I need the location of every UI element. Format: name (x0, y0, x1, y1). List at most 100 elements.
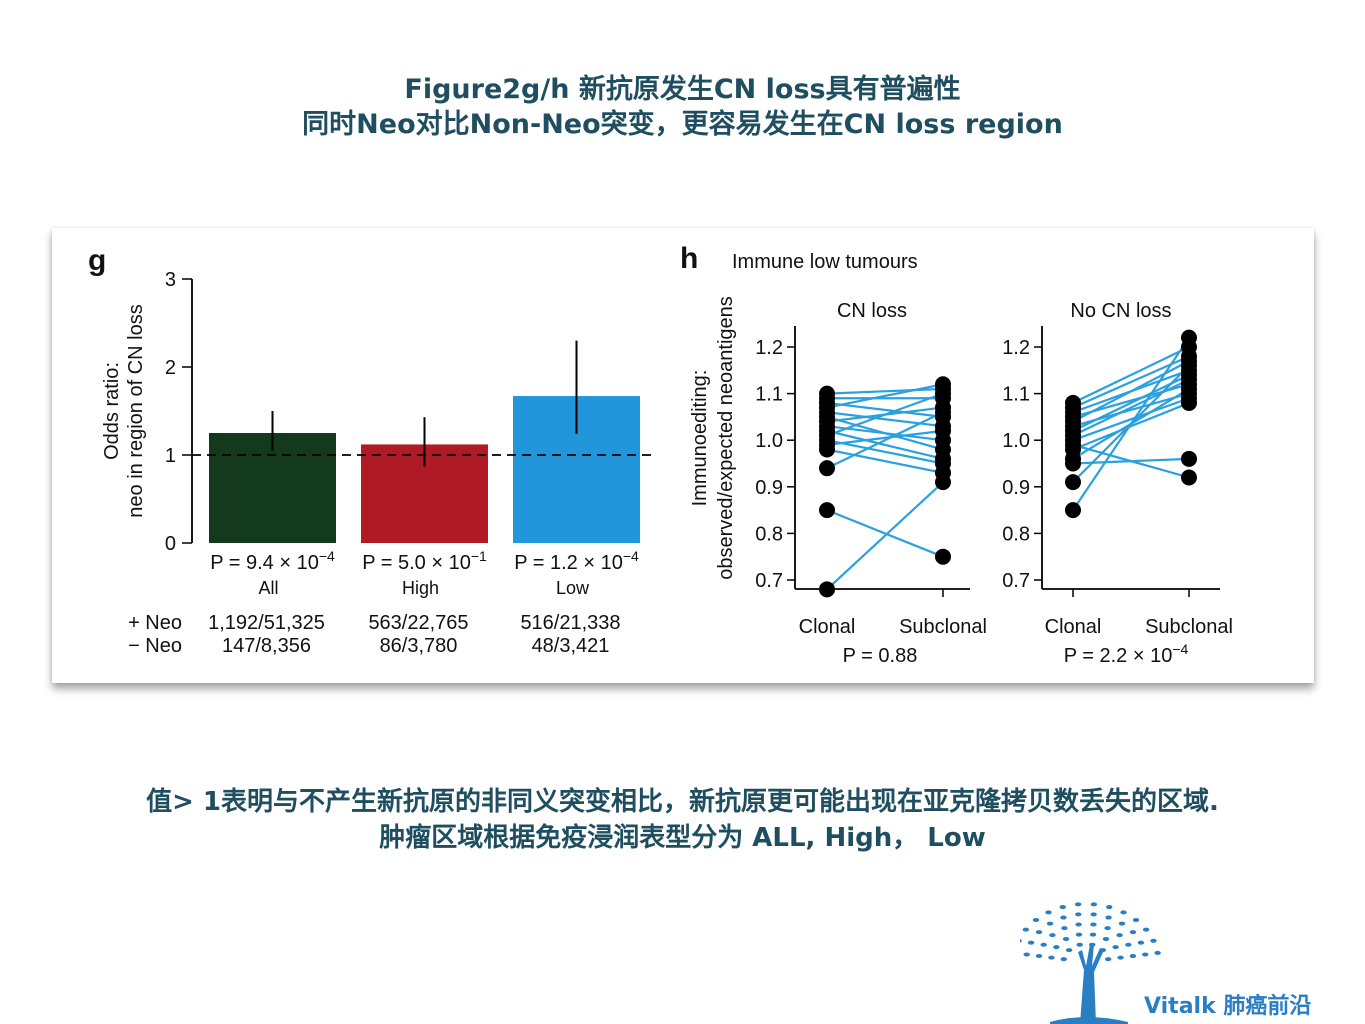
logo-leaf (1129, 954, 1137, 959)
h-pair-line (1072, 397, 1190, 442)
logo-leaf (1061, 926, 1068, 931)
g-plus-neo-count: 1,192/51,325 (208, 612, 325, 634)
g-minus-neo-count: 86/3,780 (380, 635, 458, 657)
h-point-clonal (1065, 502, 1081, 519)
g-pvalue-base: P = 9.4 × 10 (210, 552, 319, 574)
h-subplot-title: No CN loss (1070, 300, 1171, 322)
h-pair-line (1072, 360, 1190, 423)
logo-leaf (1137, 940, 1145, 945)
figure-panel: g 0 1 2 3 Odds ratio: neo in region of CN loss… (52, 228, 1314, 683)
h-pvalue: P = 0.88 (843, 645, 918, 667)
logo-leaf (1089, 942, 1096, 947)
figure-svg: g 0 1 2 3 Odds ratio: neo in region of CN loss… (88, 242, 1233, 667)
h-point-subclonal (1181, 329, 1197, 346)
h-point-subclonal (1181, 394, 1197, 411)
g-row-label-minus: − Neo (128, 635, 182, 657)
g-pvalue: P = 1.2 × 10−4 (514, 548, 639, 574)
logo-leaf (1060, 957, 1067, 962)
h-x-tick-label: Subclonal (899, 616, 987, 638)
logo-leaf (1048, 955, 1055, 960)
logo-leaf (1154, 950, 1161, 955)
g-pvalue: P = 5.0 × 10−1 (362, 548, 487, 574)
h-point-subclonal (1181, 469, 1197, 486)
logo-leaf (1075, 912, 1082, 917)
h-y-tick-label: 0.9 (755, 477, 783, 499)
h-point-subclonal (1181, 450, 1197, 467)
g-y-tick-label: 2 (165, 357, 176, 379)
h-subplot-title: CN loss (837, 300, 907, 322)
panel-letter-g: g (88, 244, 106, 277)
h-pair-line (826, 387, 944, 395)
h-y-tick-label: 0.7 (1002, 570, 1030, 592)
logo-leaf (1045, 910, 1052, 915)
logo-leaf (1046, 921, 1054, 926)
h-pvalue: P = 2.2 × 10−4 (1064, 641, 1189, 667)
logo-leaf (1059, 905, 1066, 910)
g-pvalue-exp: −4 (319, 548, 335, 564)
h-y-tick-label: 1.2 (755, 337, 783, 359)
h-point-clonal (819, 460, 835, 477)
h-pair-line (826, 448, 944, 474)
h-point-subclonal (935, 404, 951, 421)
g-y-tick-label: 1 (165, 445, 176, 467)
g-row-label-plus: + Neo (128, 612, 182, 634)
h-point-subclonal (935, 385, 951, 402)
logo-leaf (1120, 910, 1127, 915)
h-point-subclonal (935, 548, 951, 565)
h-point-clonal (819, 441, 835, 458)
h-pair-line (1072, 457, 1190, 465)
h-pair-line (826, 411, 944, 428)
g-pvalue-base: P = 1.2 × 10 (514, 552, 623, 574)
logo-leaf (1023, 952, 1030, 957)
logo-leaf (1129, 930, 1137, 935)
g-plus-neo-count: 516/21,338 (520, 612, 620, 634)
logo-leaf (1125, 942, 1132, 947)
g-bar-all (209, 433, 336, 543)
logo-leaf (1020, 939, 1022, 943)
logo-leaf (1053, 945, 1060, 950)
h-pvalue-base: P = 2.2 × 10 (1064, 645, 1173, 667)
logo-text: Vitalk 肺癌前沿 (1144, 994, 1312, 1019)
h-y-tick-label: 1.2 (1002, 337, 1030, 359)
h-point-subclonal (935, 422, 951, 439)
logo-leaf (1104, 926, 1111, 931)
h-point-clonal (819, 581, 835, 598)
g-y-label-1: Odds ratio: (101, 362, 123, 460)
h-point-clonal (1065, 474, 1081, 491)
g-pvalue-exp: −1 (471, 548, 487, 564)
h-y-label-1: Immunoediting: (689, 370, 711, 507)
logo-leaf (1112, 945, 1119, 950)
logo-leaf (1074, 902, 1082, 907)
h-pair-line (826, 392, 944, 437)
caption: 值> 1表明与不产生新抗原的非同义突变相比，新抗原更可能出现在亚克隆拷贝数丢失的… (0, 784, 1365, 856)
g-plus-neo-count: 563/22,765 (368, 612, 468, 634)
logo-leaf (1022, 927, 1030, 932)
caption-line-2: 肿瘤区域根据免疫浸润表型分为 ALL, High， Low (379, 823, 986, 853)
caption-line-1: 值> 1表明与不产生新抗原的非同义突变相比，新抗原更可能出现在亚克隆拷贝数丢失的… (146, 787, 1219, 817)
h-y-label-2: observed/expected neoantigens (715, 296, 737, 580)
g-y-label-2: neo in region of CN loss (125, 304, 147, 517)
logo-leaf (1090, 922, 1097, 927)
logo-leaf (1142, 927, 1150, 932)
logo-leaf (1090, 902, 1098, 907)
logo-leaf (1076, 942, 1083, 947)
logo-leaf (1132, 918, 1140, 923)
h-pair-line (826, 429, 944, 460)
logo-leaf (1117, 955, 1124, 960)
h-pair-line (826, 439, 944, 465)
logo-leaf (1035, 954, 1043, 959)
h-point-subclonal (935, 474, 951, 491)
g-pvalue-base: P = 5.0 × 10 (362, 552, 471, 574)
g-pvalue: P = 9.4 × 10−4 (210, 548, 335, 574)
h-x-tick-label: Clonal (1045, 616, 1102, 638)
logo-leaf (1099, 948, 1107, 953)
panel-letter-h: h (680, 242, 698, 275)
h-y-tick-label: 1.0 (1002, 430, 1030, 452)
logo-leaf (1105, 915, 1112, 920)
h-point-subclonal (1181, 380, 1197, 397)
logo-leaf (1060, 915, 1067, 920)
title-line-2: 同时Neo对比Non-Neo突变，更容易发生在CN loss region (302, 109, 1063, 140)
logo-leaf (1075, 922, 1082, 927)
h-pair-line (1072, 346, 1190, 404)
logo-leaf (1032, 918, 1040, 923)
